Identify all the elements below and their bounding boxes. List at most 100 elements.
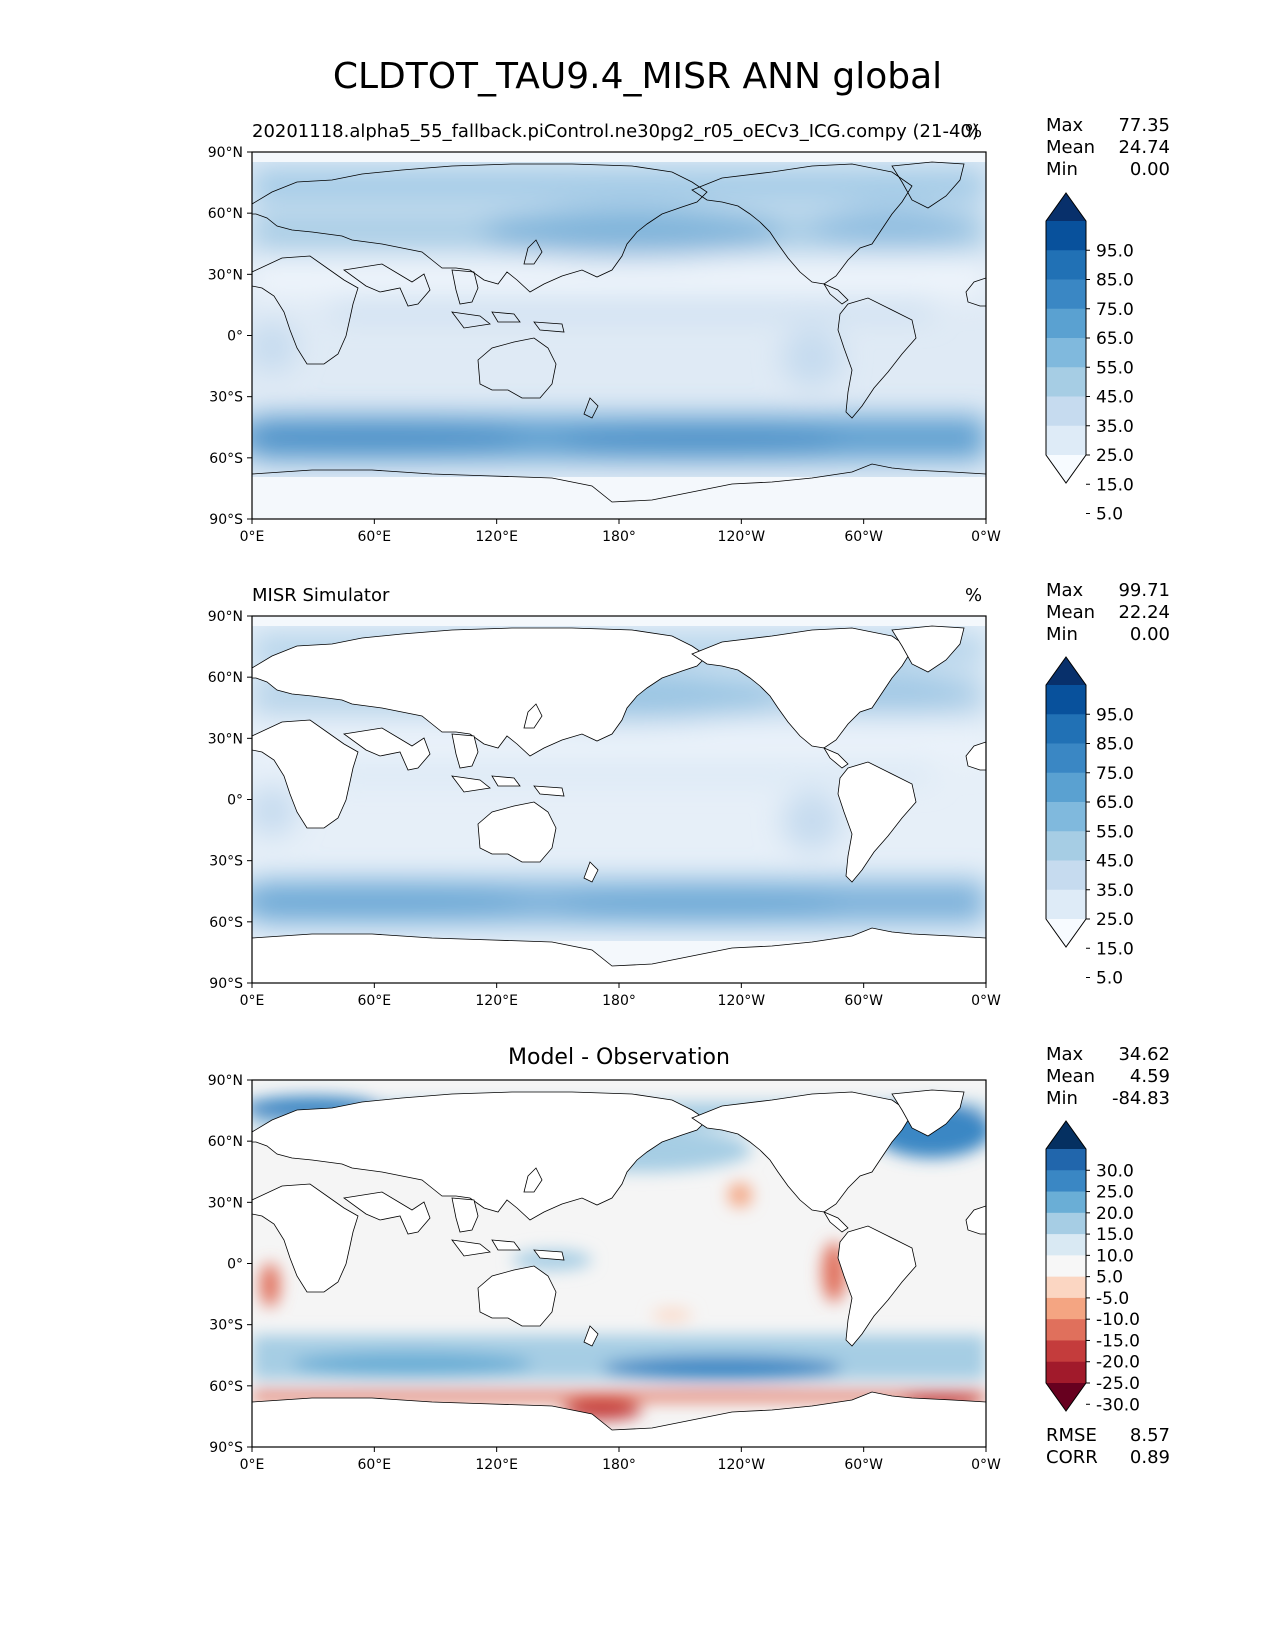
- lon-tick-label: 180°: [602, 1457, 636, 1473]
- lat-tick-label: 0°: [227, 329, 243, 345]
- lat-tick-label: 60°N: [208, 1134, 243, 1150]
- colorbar-swatch: [1046, 1276, 1086, 1299]
- colorbar-extend-top: [1046, 193, 1086, 221]
- colorbar-swatch: [1046, 1191, 1086, 1214]
- colorbar-tick-label: -15.0: [1096, 1331, 1140, 1351]
- lat-tick-label: 60°N: [208, 670, 243, 686]
- panel1-stat-mean-value: 24.74: [1118, 137, 1170, 158]
- colorbar-tick-label: 5.0: [1096, 969, 1123, 989]
- panel3-rmse-label: RMSE: [1046, 1425, 1097, 1446]
- panel3-corr-value: 0.89: [1129, 1447, 1170, 1468]
- lat-tick-label: 90°N: [208, 1073, 243, 1089]
- panel3-stat-max-label: Max: [1046, 1044, 1084, 1065]
- panel1-colorbar: 95.0 85.0 75.0 65.0 55.0 45.0 35.0 25.0 15.0 5.0: [1045, 192, 1134, 525]
- lon-tick-label: 0°E: [240, 1457, 265, 1473]
- colorbar-swatch: [1046, 338, 1086, 368]
- colorbar-tick-label: 25.0: [1096, 446, 1134, 466]
- colorbar-swatch: [1046, 831, 1086, 861]
- panel3-rmse-value: 8.57: [1129, 1425, 1170, 1446]
- lat-tick-label: 30°N: [208, 731, 243, 747]
- colorbar-tick-label: 55.0: [1096, 822, 1134, 842]
- figure-title: CLDTOT_TAU9.4_MISR ANN global: [332, 56, 943, 97]
- lat-tick-label: 0°: [227, 1257, 243, 1273]
- panel1-stat-max-value: 77.35: [1118, 115, 1170, 136]
- colorbar-swatch: [1046, 772, 1086, 803]
- lat-tick-label: 30°S: [209, 390, 243, 406]
- lon-tick-label: 60°E: [357, 529, 391, 545]
- lon-tick-label: 120°W: [718, 1457, 766, 1473]
- colorbar-tick-label: 25.0: [1096, 910, 1134, 930]
- panel3-stat-mean-value: 4.59: [1129, 1066, 1170, 1087]
- colorbar-tick-label: 35.0: [1096, 881, 1134, 901]
- panel1-units: %: [965, 121, 983, 142]
- colorbar-tick-label: 85.0: [1096, 271, 1134, 291]
- lon-tick-label: 0°W: [971, 993, 1001, 1009]
- panel2-stat-mean-value: 22.24: [1118, 602, 1170, 623]
- colorbar-tick-label: 10.0: [1096, 1246, 1134, 1266]
- panel2-stat-max-value: 99.71: [1118, 580, 1170, 601]
- axis-ticks: 90°N 60°N 30°N 0° 30°S 60°S 90°S0°E 60°E 120°E 18…: [208, 145, 1001, 1473]
- lat-tick-label: 30°S: [209, 854, 243, 870]
- panel1-left-title: 20201118.alpha5_55_fallback.piControl.ne…: [252, 121, 979, 142]
- panel3-stat-mean-label: Mean: [1046, 1066, 1096, 1087]
- colorbar-tick-label: 95.0: [1096, 705, 1134, 725]
- colorbar-swatch: [1046, 860, 1086, 891]
- panel2-colorbar: 95.0 85.0 75.0 65.0 55.0 45.0 35.0 25.0 15.0 5.0: [1045, 656, 1134, 989]
- lat-tick-label: 90°S: [209, 1440, 243, 1456]
- lon-tick-label: 120°E: [475, 1457, 518, 1473]
- colorbar-extend-bottom: [1046, 455, 1086, 483]
- colorbar-tick-label: 5.0: [1096, 505, 1123, 525]
- colorbar-swatch: [1046, 889, 1086, 920]
- colorbar-swatch: [1046, 1255, 1086, 1278]
- colorbar-tick-label: 45.0: [1096, 388, 1134, 408]
- lon-tick-label: 60°E: [357, 993, 391, 1009]
- colorbar-swatch: [1046, 250, 1086, 280]
- lon-tick-label: 60°W: [844, 993, 883, 1009]
- panel3-stat-min-label: Min: [1046, 1088, 1078, 1109]
- lat-tick-label: 0°: [227, 793, 243, 809]
- colorbar-tick-label: 20.0: [1096, 1204, 1134, 1224]
- colorbar-tick-label: 15.0: [1096, 939, 1134, 959]
- colorbar-tick-label: -30.0: [1096, 1395, 1140, 1415]
- panel1-map: [251, 151, 987, 520]
- lon-tick-label: 0°W: [971, 529, 1001, 545]
- panel2-units: %: [965, 585, 983, 606]
- colorbar-swatch: [1046, 802, 1086, 832]
- colorbar-tick-label: -10.0: [1096, 1310, 1140, 1330]
- lat-tick-label: 60°S: [209, 1379, 243, 1395]
- panel3-stat-max-value: 34.62: [1118, 1044, 1170, 1065]
- colorbar-tick-label: -20.0: [1096, 1353, 1140, 1373]
- lon-tick-label: 120°E: [475, 529, 518, 545]
- panel1-stat-min-label: Min: [1046, 159, 1078, 180]
- colorbar-swatch: [1046, 1319, 1086, 1341]
- lat-tick-label: 60°N: [208, 206, 243, 222]
- colorbar-swatch: [1046, 396, 1086, 427]
- lon-tick-label: 60°E: [357, 1457, 391, 1473]
- panel3-map: [251, 1079, 987, 1448]
- panel1-stat-mean-label: Mean: [1046, 137, 1096, 158]
- colorbar-swatch: [1046, 308, 1086, 339]
- colorbar-extend-bottom: [1046, 1383, 1086, 1411]
- colorbar-tick-label: 45.0: [1096, 852, 1134, 872]
- panel2-stat-max-label: Max: [1046, 580, 1084, 601]
- panel2-stat-min-value: 0.00: [1129, 624, 1170, 645]
- lat-tick-label: 90°N: [208, 145, 243, 161]
- colorbar-tick-label: -5.0: [1096, 1289, 1129, 1309]
- panel2-map: [251, 615, 987, 984]
- colorbar-swatch: [1046, 1340, 1086, 1363]
- panel3-stat-min-value: -84.83: [1111, 1088, 1170, 1109]
- lon-tick-label: 60°W: [844, 529, 883, 545]
- lon-tick-label: 180°: [602, 529, 636, 545]
- lon-tick-label: 60°W: [844, 1457, 883, 1473]
- colorbar-swatch: [1046, 743, 1086, 774]
- lon-tick-label: 120°W: [718, 993, 766, 1009]
- colorbar-tick-label: 25.0: [1096, 1183, 1134, 1203]
- lat-tick-label: 90°N: [208, 609, 243, 625]
- panel2-stat-min-label: Min: [1046, 624, 1078, 645]
- colorbar-tick-label: 75.0: [1096, 764, 1134, 784]
- colorbar-extend-top: [1046, 1121, 1086, 1149]
- colorbar-swatch: [1046, 1149, 1086, 1171]
- lon-tick-label: 180°: [602, 993, 636, 1009]
- colorbar-tick-label: -25.0: [1096, 1374, 1140, 1394]
